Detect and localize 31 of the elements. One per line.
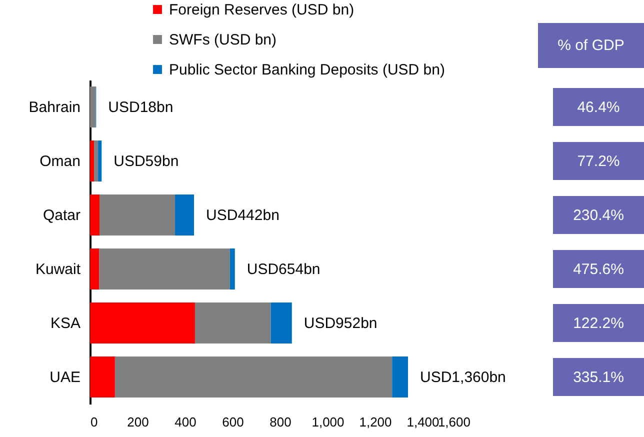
y-tick-label: Bahrain: [28, 99, 80, 116]
x-tick-label: 600: [222, 414, 244, 430]
total-label: USD18bn: [108, 99, 174, 116]
y-tick-label: Kuwait: [35, 261, 82, 278]
text: 230.4%: [553, 196, 644, 234]
text: 475.6%: [553, 250, 644, 288]
text: 46.4%: [553, 88, 644, 126]
x-tick-label: 1,000: [312, 414, 344, 430]
text: % of GDP: [538, 23, 644, 68]
total-label: USD952bn: [304, 315, 378, 332]
text: 335.1%: [553, 358, 644, 396]
total-label: USD1,360bn: [420, 369, 506, 386]
y-tick-label: KSA: [50, 315, 80, 332]
x-tick-label: 400: [174, 414, 196, 430]
x-tick-label: 1,200: [359, 414, 392, 430]
x-tick-label: 200: [127, 414, 149, 430]
x-tick-label: 1,600: [438, 414, 470, 430]
y-tick-label: UAE: [50, 369, 80, 386]
text: 122.2%: [553, 304, 644, 342]
legend-label: Foreign Reserves (USD bn): [169, 2, 354, 18]
total-label: USD442bn: [206, 207, 280, 224]
legend-label: SWFs (USD bn): [169, 32, 277, 48]
x-tick-label: 800: [270, 414, 292, 430]
y-tick-label: Oman: [40, 153, 80, 170]
total-label: USD654bn: [246, 261, 320, 278]
y-tick-label: Qatar: [42, 207, 81, 224]
x-tick-label: 0: [90, 414, 98, 430]
text: 77.2%: [553, 142, 644, 180]
x-tick-label: 1,400: [406, 414, 440, 430]
legend-label: Public Sector Banking Deposits (USD bn): [169, 62, 445, 78]
total-label: USD59bn: [114, 153, 179, 170]
